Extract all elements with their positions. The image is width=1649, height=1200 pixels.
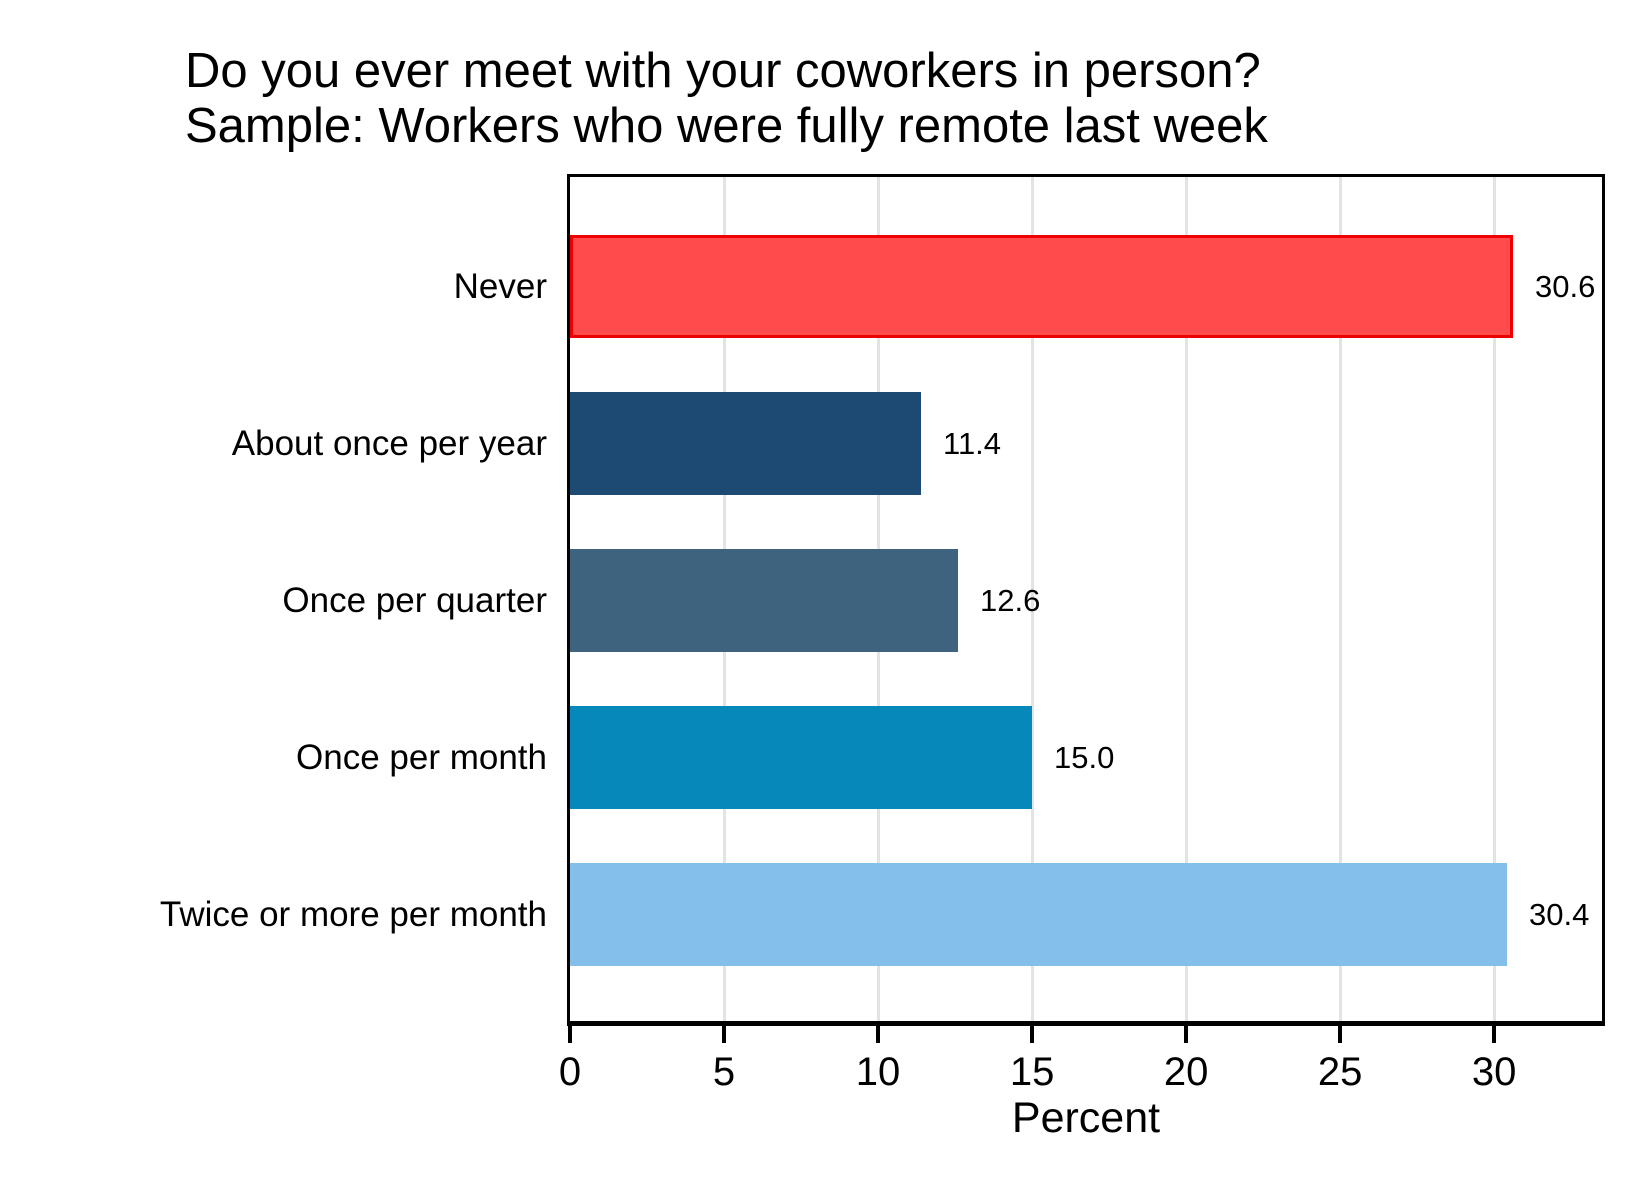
- chart-title-line2: Sample: Workers who were fully remote la…: [185, 99, 1268, 153]
- x-tick-mark-30: [1492, 1026, 1497, 1043]
- category-label-never: Never: [453, 267, 547, 306]
- value-label-once-per-quarter: 12.6: [980, 583, 1041, 618]
- bar-once-per-quarter: [570, 549, 958, 652]
- gridline-30: [1492, 177, 1496, 1021]
- value-label-never: 30.6: [1535, 269, 1596, 304]
- value-label-about-once-per-year: 11.4: [943, 426, 1002, 461]
- x-tick-label-10: 10: [855, 1050, 901, 1094]
- category-label-twice-or-more-per-month: Twice or more per month: [159, 895, 547, 934]
- x-tick-label-20: 20: [1163, 1050, 1209, 1094]
- x-tick-mark-20: [1184, 1026, 1189, 1043]
- x-tick-mark-25: [1338, 1026, 1343, 1043]
- x-axis-label: Percent: [1011, 1094, 1161, 1142]
- x-tick-mark-15: [1030, 1026, 1035, 1043]
- gridline-20: [1184, 177, 1188, 1021]
- category-label-about-once-per-year: About once per year: [231, 424, 547, 463]
- category-label-once-per-quarter: Once per quarter: [282, 581, 547, 620]
- chart-title: Do you ever meet with your coworkers in …: [185, 44, 1268, 154]
- value-label-once-per-month: 15.0: [1054, 740, 1115, 775]
- x-tick-label-30: 30: [1471, 1050, 1517, 1094]
- x-tick-mark-0: [568, 1026, 572, 1043]
- plot-area: 30.6 11.4 12.6 15.0 30.4: [567, 174, 1605, 1026]
- gridline-25: [1338, 177, 1342, 1021]
- chart-title-line1: Do you ever meet with your coworkers in …: [185, 44, 1261, 98]
- value-label-twice-or-more-per-month: 30.4: [1529, 897, 1590, 932]
- x-tick-label-15: 15: [1009, 1050, 1055, 1094]
- x-tick-label-25: 25: [1317, 1050, 1363, 1094]
- x-tick-mark-10: [876, 1026, 881, 1043]
- gridline-15: [1030, 177, 1034, 1021]
- bar-never: [570, 235, 1513, 338]
- bar-once-per-month: [570, 706, 1032, 809]
- x-tick-mark-5: [722, 1026, 727, 1043]
- category-label-once-per-month: Once per month: [296, 738, 547, 777]
- x-tick-label-5: 5: [712, 1050, 736, 1094]
- bar-about-once-per-year: [570, 392, 921, 495]
- bar-twice-or-more-per-month: [570, 863, 1507, 966]
- x-tick-label-0: 0: [558, 1050, 582, 1094]
